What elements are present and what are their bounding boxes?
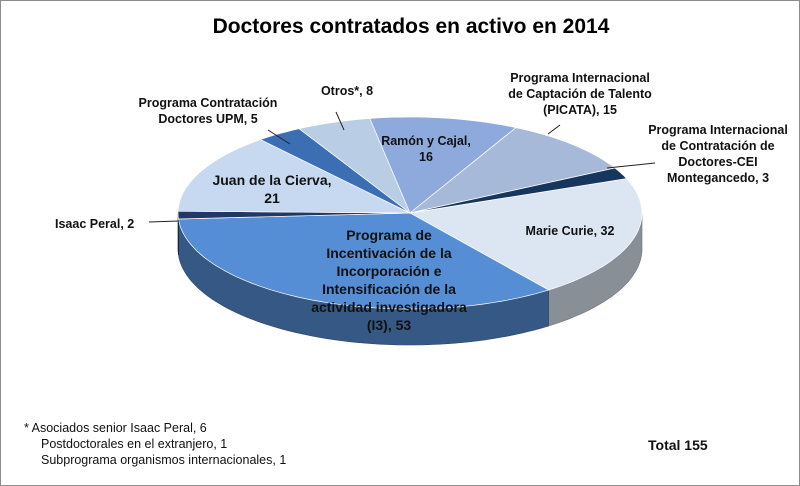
- leader-line-otros: [335, 111, 345, 131]
- leader-line-cei: [606, 162, 656, 169]
- slice-cierva: [177, 139, 411, 214]
- slice-otros: [298, 118, 411, 215]
- data-label-isaac: Isaac Peral, 2: [55, 217, 134, 231]
- slice-cei: [409, 167, 628, 214]
- footnote-line-1: * Asociados senior Isaac Peral, 6: [24, 421, 207, 435]
- data-label-upm: Programa Contratación Doctores UPM, 5: [139, 96, 278, 126]
- data-label-cei: Programa Internacional de Contratación de…: [648, 123, 788, 185]
- footnote-line-2: Postdoctorales en el extranjero, 1: [41, 437, 228, 451]
- slice-upm: [259, 128, 411, 214]
- chart-title: Doctores contratados en activo en 2014: [213, 15, 610, 38]
- footnote-line-3: Subprograma organismos internacionales, …: [41, 453, 287, 467]
- slice-picata: [409, 127, 616, 214]
- slice-curie: [408, 178, 643, 291]
- data-label-curie: Marie Curie, 32: [526, 224, 615, 238]
- data-label-otros: Otros*, 8: [321, 84, 373, 98]
- leader-line-isaac: [148, 220, 180, 223]
- leader-line-upm: [267, 129, 291, 145]
- data-label-i3: Programa de Incentivación de la Incorporac…: [311, 227, 467, 333]
- slice-i3: [178, 212, 550, 310]
- data-label-cierva: Juan de la Cierva, 21: [212, 172, 331, 206]
- leader-line-picata: [547, 124, 561, 135]
- total-label: Total 155: [648, 437, 708, 453]
- footnote: * Asociados senior Isaac Peral, 6 Postdo…: [24, 420, 286, 468]
- data-label-ramon: Ramón y Cajal, 16: [381, 134, 471, 164]
- data-label-picata: Programa Internacional de Captación de Ta…: [508, 71, 652, 117]
- slice-ramon: [369, 116, 517, 214]
